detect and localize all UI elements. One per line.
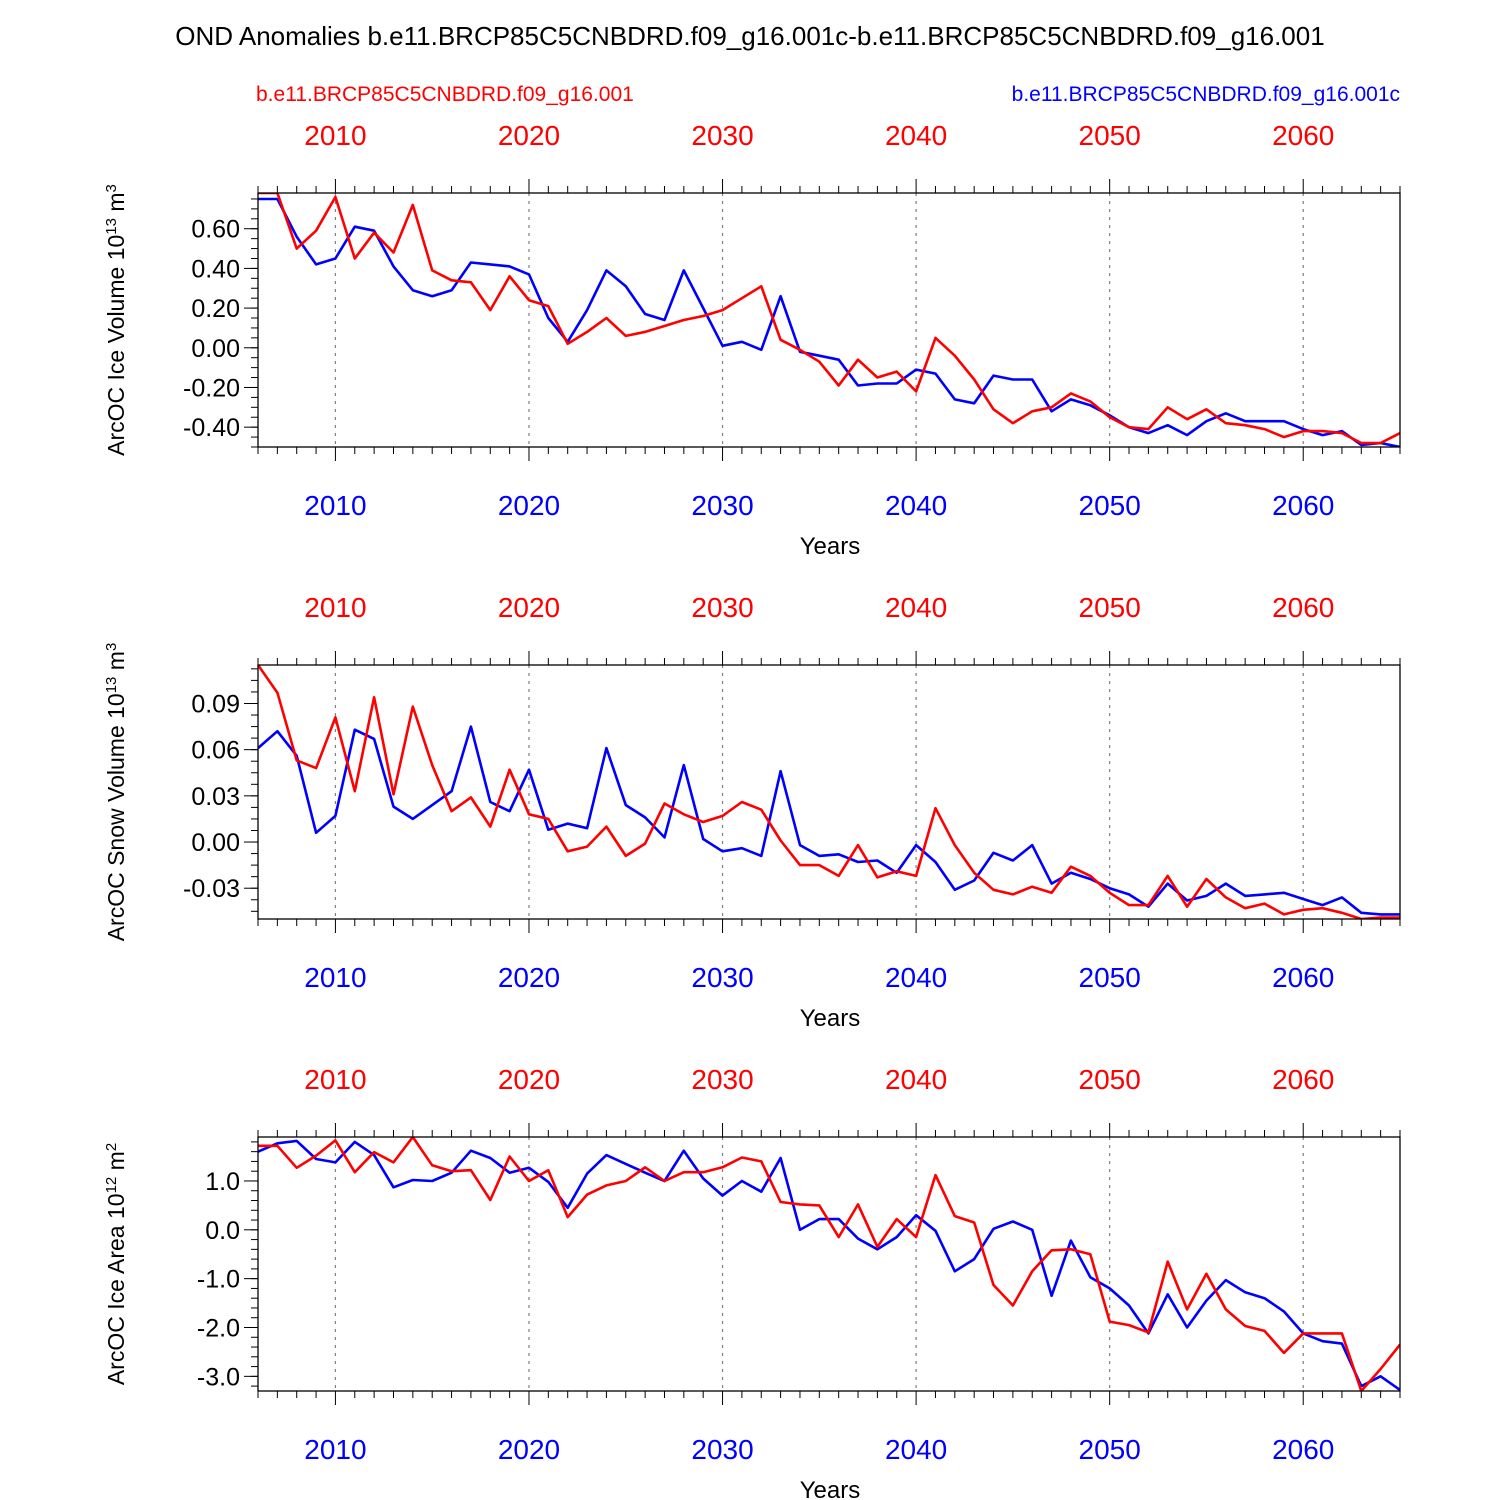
y-tick-label: 0.06 — [191, 737, 240, 765]
y-axis-label-unit-exponent: 3 — [103, 184, 120, 192]
panel-3: 1.0 0.0 -1.0 -2.0 -3.0 2010 2010 2020 2020 2030 20… — [103, 1064, 1401, 1500]
y-axis-label-unit: m — [103, 1151, 129, 1177]
x-tick-label-bottom-2040: 2040 — [885, 490, 947, 521]
y-tick-label: 1.0 — [205, 1168, 240, 1196]
y-axis-label-exponent: 12 — [103, 1177, 120, 1194]
x-tick-label-top-2040: 2040 — [885, 592, 947, 623]
x-tick-label-bottom-2040: 2040 — [885, 1434, 947, 1465]
series-line-red — [258, 665, 1400, 919]
y-tick-label: 0.60 — [191, 216, 240, 244]
x-tick-label-bottom-2040: 2040 — [885, 962, 947, 993]
x-tick-label-bottom-2020: 2020 — [498, 490, 560, 521]
x-tick-label-top-2060: 2060 — [1272, 592, 1334, 623]
y-tick-label: 0.20 — [191, 295, 240, 323]
plot-frame — [257, 664, 1401, 920]
y-axis-label-main: ArcOC Ice Area 10 — [103, 1193, 129, 1385]
x-tick-label-top-2010: 2010 — [304, 120, 366, 151]
x-tick-label-top-2060: 2060 — [1272, 1064, 1334, 1095]
panel-2: 0.09 0.06 0.03 0.00 -0.03 2010 2010 2020 2020 203… — [103, 592, 1401, 1032]
x-tick-label-top-2010: 2010 — [304, 592, 366, 623]
x-tick-label-bottom-2050: 2050 — [1079, 962, 1141, 993]
series-line-red — [258, 193, 1400, 445]
y-axis-label: ArcOC Ice Area 1012 m2 — [103, 1143, 130, 1385]
x-tick-label-bottom-2010: 2010 — [304, 490, 366, 521]
x-tick-label-top-2030: 2030 — [691, 1064, 753, 1095]
x-tick-label-top-2020: 2020 — [498, 1064, 560, 1095]
x-axis-label: Years — [800, 533, 861, 560]
x-tick-label-bottom-2060: 2060 — [1272, 962, 1334, 993]
x-tick-label-bottom-2030: 2030 — [691, 490, 753, 521]
x-tick-label-top-2020: 2020 — [498, 592, 560, 623]
x-tick-label-bottom-2060: 2060 — [1272, 1434, 1334, 1465]
y-tick-label: 0.09 — [191, 690, 240, 718]
x-tick-label-top-2050: 2050 — [1079, 120, 1141, 151]
y-axis-label-unit: m — [103, 192, 129, 218]
x-tick-label-top-2040: 2040 — [885, 120, 947, 151]
y-axis-label-main: ArcOC Snow Volume 10 — [103, 693, 129, 941]
legend-label-blue-run: b.e11.BRCP85C5CNBDRD.f09_g16.001c — [1012, 83, 1400, 106]
x-tick-label-top-2030: 2030 — [691, 120, 753, 151]
panel-1: 0.60 0.40 0.20 0.00 -0.20 -0.40 2010 2010 2020 20… — [103, 120, 1401, 560]
x-tick-label-top-2050: 2050 — [1079, 1064, 1141, 1095]
y-tick-label: 0.40 — [191, 255, 240, 283]
series-line-red — [258, 1137, 1400, 1391]
y-axis-label-unit-exponent: 3 — [103, 643, 120, 651]
x-tick-label-bottom-2030: 2030 — [691, 1434, 753, 1465]
series-line-blue — [258, 197, 1400, 447]
x-tick-label-top-2040: 2040 — [885, 1064, 947, 1095]
y-tick-label: 0.03 — [191, 783, 240, 811]
x-tick-label-top-2020: 2020 — [498, 120, 560, 151]
x-tick-label-bottom-2010: 2010 — [304, 1434, 366, 1465]
y-axis-label: ArcOC Snow Volume 1013 m3 — [103, 643, 130, 942]
y-axis-label-exponent: 13 — [103, 677, 120, 694]
legend-label-red-run: b.e11.BRCP85C5CNBDRD.f09_g16.001 — [256, 83, 634, 106]
y-tick-label: -0.03 — [183, 875, 240, 903]
y-tick-label: -2.0 — [197, 1315, 240, 1343]
series-line-blue — [258, 725, 1400, 916]
y-tick-label: 0.0 — [205, 1217, 240, 1245]
plot-frame — [257, 192, 1401, 448]
y-tick-label: -3.0 — [197, 1363, 240, 1391]
y-axis-label-exponent: 13 — [103, 218, 120, 235]
x-tick-label-bottom-2010: 2010 — [304, 962, 366, 993]
x-tick-label-bottom-2020: 2020 — [498, 1434, 560, 1465]
y-tick-label: -0.20 — [183, 374, 240, 402]
y-axis-label-unit-exponent: 2 — [103, 1143, 120, 1151]
x-tick-label-bottom-2050: 2050 — [1079, 1434, 1141, 1465]
x-tick-label-top-2060: 2060 — [1272, 120, 1334, 151]
x-tick-label-bottom-2060: 2060 — [1272, 490, 1334, 521]
x-tick-label-top-2050: 2050 — [1079, 592, 1141, 623]
y-tick-label: -1.0 — [197, 1266, 240, 1294]
y-axis-label-main: ArcOC Ice Volume 10 — [103, 235, 129, 456]
figure-title: OND Anomalies b.e11.BRCP85C5CNBDRD.f09_g… — [175, 21, 1324, 51]
y-axis-label: ArcOC Ice Volume 1013 m3 — [103, 184, 130, 456]
x-axis-label: Years — [800, 1477, 861, 1500]
y-tick-label: 0.00 — [191, 829, 240, 857]
y-tick-label: -0.40 — [183, 414, 240, 442]
plot-frame — [257, 1136, 1401, 1392]
x-tick-label-bottom-2030: 2030 — [691, 962, 753, 993]
x-tick-label-top-2030: 2030 — [691, 592, 753, 623]
x-axis-label: Years — [800, 1005, 861, 1032]
y-tick-label: 0.00 — [191, 335, 240, 363]
x-tick-label-bottom-2020: 2020 — [498, 962, 560, 993]
x-tick-label-bottom-2050: 2050 — [1079, 490, 1141, 521]
x-tick-label-top-2010: 2010 — [304, 1064, 366, 1095]
y-axis-label-unit: m — [103, 651, 129, 677]
